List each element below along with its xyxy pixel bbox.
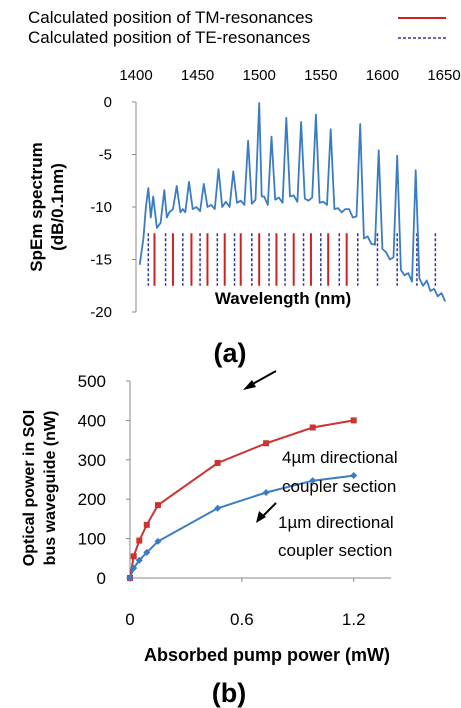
b-y-axis-label-line2: bus waveguide (nW) xyxy=(42,411,59,566)
spectrum-line xyxy=(138,102,447,302)
annotation-arrowhead-1um xyxy=(256,511,266,523)
a-y-ticks: 0 -5 -10 -15 -20 xyxy=(90,94,136,321)
data-point-4um xyxy=(130,553,137,560)
data-point-1um xyxy=(262,489,270,497)
data-point-1um xyxy=(126,574,134,582)
panel-b-label: (b) xyxy=(212,678,246,708)
b-x-ticks: 0 0.6 1.2 xyxy=(125,578,366,629)
b-x-tick-label: 0 xyxy=(125,610,134,629)
data-point-1um xyxy=(309,477,317,485)
b-y-axis-label-line1: Optical power in SOI xyxy=(21,410,38,566)
annotation-4um-line1: 4µm directional xyxy=(282,448,398,467)
a-x-axis-label: Wavelength (nm) xyxy=(215,289,351,308)
data-point-1um xyxy=(214,504,222,512)
a-y-tick-label: -5 xyxy=(99,147,112,164)
data-point-1um xyxy=(135,556,143,564)
b-x-tick-label: 1.2 xyxy=(342,610,366,629)
legend-label-te: Calculated position of TE-resonances xyxy=(28,28,310,47)
a-y-tick-label: -15 xyxy=(90,252,112,269)
a-x-tick-label: 1400 xyxy=(119,67,152,84)
data-point-1um xyxy=(130,564,138,572)
a-y-axis-label-line2: (dB/0.1nm) xyxy=(48,163,67,251)
te-resonance-markers xyxy=(147,233,437,286)
annotation-1um-line1: 1µm directional xyxy=(278,513,394,532)
annotation-4um-line2: coupler section xyxy=(282,477,396,496)
data-point-1um xyxy=(154,537,162,545)
a-x-ticks: 1400 1450 1500 1550 1600 1650 xyxy=(119,67,460,84)
a-y-axis-label-line1: SpEm spectrum xyxy=(27,142,46,271)
a-y-tick-label: -20 xyxy=(90,304,112,321)
legend: Calculated position of TM-resonances Cal… xyxy=(28,8,446,47)
a-x-tick-label: 1500 xyxy=(243,67,276,84)
b-y-ticks: 0 100 200 300 400 500 xyxy=(78,372,130,588)
a-x-tick-label: 1550 xyxy=(304,67,337,84)
b-y-tick-label: 0 xyxy=(97,569,106,588)
annotation-1um-line2: coupler section xyxy=(278,541,392,560)
panel-b: 0 0.6 1.2 0 100 200 300 400 500 4µm directional… xyxy=(21,370,398,708)
legend-label-tm: Calculated position of TM-resonances xyxy=(28,8,313,27)
a-y-tick-label: 0 xyxy=(104,94,112,111)
data-point-4um xyxy=(214,459,221,466)
b-y-tick-label: 200 xyxy=(78,490,106,509)
annotation-arrow-1um xyxy=(261,502,277,518)
tm-resonance-markers xyxy=(153,233,348,286)
data-point-1um xyxy=(143,548,151,556)
data-point-4um xyxy=(263,440,270,447)
annotation-arrowhead-4um xyxy=(243,380,256,390)
a-y-tick-label: -10 xyxy=(90,199,112,216)
panel-a-label: (a) xyxy=(214,338,247,368)
b-x-axis-label: Absorbed pump power (mW) xyxy=(144,645,390,665)
b-y-tick-label: 300 xyxy=(78,451,106,470)
b-y-tick-label: 500 xyxy=(78,372,106,391)
b-y-tick-label: 100 xyxy=(78,530,106,549)
b-x-tick-label: 0.6 xyxy=(230,610,254,629)
data-point-4um xyxy=(154,502,161,509)
data-point-1um xyxy=(350,472,358,480)
series-1um-markers xyxy=(126,472,358,582)
a-x-tick-label: 1650 xyxy=(427,67,460,84)
a-x-tick-label: 1600 xyxy=(366,67,399,84)
data-point-4um xyxy=(350,417,357,424)
panel-a: 1400 1450 1500 1550 1600 1650 0 -5 -10 -15 -20 Wa… xyxy=(27,67,461,368)
b-y-tick-label: 400 xyxy=(78,411,106,430)
data-point-4um xyxy=(309,424,316,431)
data-point-4um xyxy=(143,521,150,528)
data-point-4um xyxy=(136,537,143,544)
a-x-tick-label: 1450 xyxy=(181,67,214,84)
